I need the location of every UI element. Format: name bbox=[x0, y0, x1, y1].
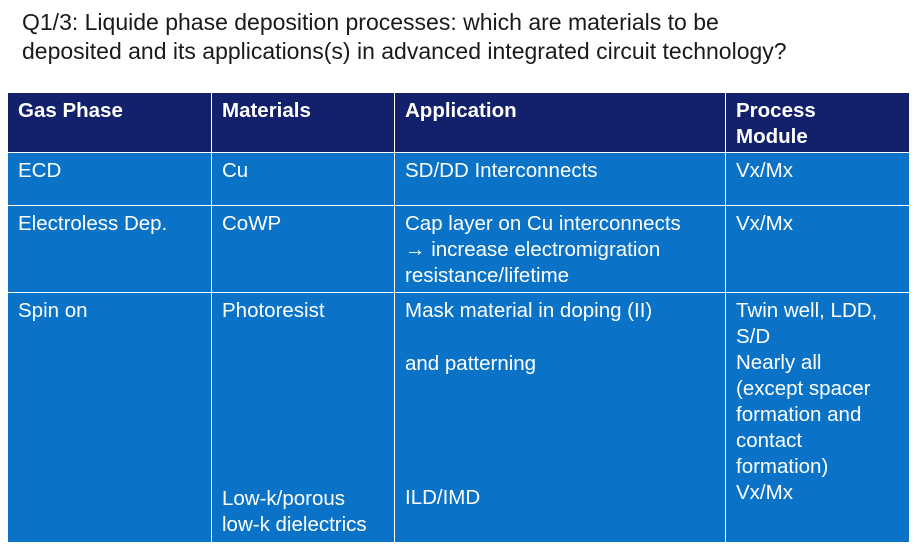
material-photoresist: Photoresist bbox=[222, 299, 325, 322]
header-application: Application bbox=[394, 92, 726, 153]
cell-phase: ECD bbox=[7, 152, 212, 206]
deposition-table: Gas Phase Materials Application Process … bbox=[7, 92, 910, 543]
question-line-2: deposited and its applications(s) in adv… bbox=[22, 38, 787, 64]
header-materials: Materials bbox=[211, 92, 395, 153]
cell-application: Cap layer on Cu interconnects → increase… bbox=[394, 205, 726, 293]
module-line-4: (except spacer bbox=[736, 377, 871, 400]
application-line-3: resistance/lifetime bbox=[405, 264, 570, 287]
application-mask-material: Mask material in doping (II) bbox=[405, 299, 653, 322]
header-process-module-line-1: Process bbox=[736, 99, 816, 122]
module-line-2: S/D bbox=[736, 325, 771, 348]
application-line-1: Cap layer on Cu interconnects bbox=[405, 212, 681, 235]
material-lowk-line-1: Low-k/porous bbox=[222, 487, 346, 510]
module-line-6: contact bbox=[736, 429, 803, 452]
header-process-module: Process Module bbox=[725, 92, 910, 153]
application-ild-imd: ILD/IMD bbox=[405, 486, 481, 509]
cell-material: CoWP bbox=[211, 205, 395, 293]
cell-application: Mask material in doping (II) and pattern… bbox=[394, 292, 726, 543]
cell-material: Photoresist Low-k/porous low-k dielectri… bbox=[211, 292, 395, 543]
cell-module: Vx/Mx bbox=[725, 152, 910, 206]
cell-phase: Electroless Dep. bbox=[7, 205, 212, 293]
module-line-8: Vx/Mx bbox=[736, 481, 793, 504]
cell-module: Vx/Mx bbox=[725, 205, 910, 293]
table-row-electroless: Electroless Dep. CoWP Cap layer on Cu in… bbox=[7, 205, 910, 293]
module-line-3: Nearly all bbox=[736, 351, 822, 374]
application-line-2: → increase electromigration bbox=[405, 238, 661, 261]
header-process-module-line-2: Module bbox=[736, 125, 808, 148]
header-gas-phase: Gas Phase bbox=[7, 92, 212, 153]
question-title: Q1/3: Liquide phase deposition processes… bbox=[22, 8, 902, 66]
table-header-row: Gas Phase Materials Application Process … bbox=[7, 92, 910, 153]
table-row-spin-on: Spin on Photoresist Low-k/porous low-k d… bbox=[7, 292, 910, 543]
cell-application: SD/DD Interconnects bbox=[394, 152, 726, 206]
module-line-1: Twin well, LDD, bbox=[736, 299, 878, 322]
cell-module: Twin well, LDD, S/D Nearly all (except s… bbox=[725, 292, 910, 543]
cell-material: Cu bbox=[211, 152, 395, 206]
material-lowk-line-2: low-k dielectrics bbox=[222, 513, 367, 536]
module-line-5: formation and bbox=[736, 403, 862, 426]
cell-phase: Spin on bbox=[7, 292, 212, 543]
table-row-ecd: ECD Cu SD/DD Interconnects Vx/Mx bbox=[7, 152, 910, 206]
application-patterning: and patterning bbox=[405, 352, 537, 375]
module-line-7: formation) bbox=[736, 455, 829, 478]
question-line-1: Q1/3: Liquide phase deposition processes… bbox=[22, 9, 719, 35]
